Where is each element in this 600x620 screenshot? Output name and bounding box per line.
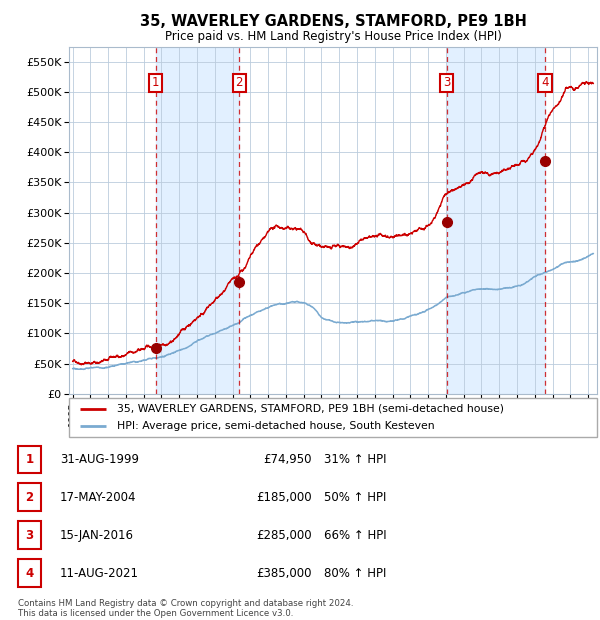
Text: 66% ↑ HPI: 66% ↑ HPI [324, 529, 386, 542]
Bar [155, 46, 239, 394]
Text: £285,000: £285,000 [256, 529, 312, 542]
Text: This data is licensed under the Open Government Licence v3.0.: This data is licensed under the Open Gov… [18, 609, 293, 618]
Text: 1: 1 [152, 76, 159, 89]
Text: Price paid vs. HM Land Registry's House Price Index (HPI): Price paid vs. HM Land Registry's House … [164, 30, 502, 43]
Text: 3: 3 [25, 529, 34, 542]
Text: 17-MAY-2004: 17-MAY-2004 [60, 490, 137, 503]
Text: 1: 1 [25, 453, 34, 466]
Text: 3: 3 [443, 76, 451, 89]
Text: £185,000: £185,000 [256, 490, 312, 503]
Text: 80% ↑ HPI: 80% ↑ HPI [324, 567, 386, 580]
Text: 31-AUG-1999: 31-AUG-1999 [60, 453, 139, 466]
Text: 35, WAVERLEY GARDENS, STAMFORD, PE9 1BH: 35, WAVERLEY GARDENS, STAMFORD, PE9 1BH [140, 14, 526, 29]
Text: £74,950: £74,950 [263, 453, 312, 466]
Text: 4: 4 [25, 567, 34, 580]
Text: 11-AUG-2021: 11-AUG-2021 [60, 567, 139, 580]
FancyBboxPatch shape [69, 398, 597, 437]
Text: HPI: Average price, semi-detached house, South Kesteven: HPI: Average price, semi-detached house,… [116, 421, 434, 431]
Bar [446, 46, 545, 394]
Text: £385,000: £385,000 [257, 567, 312, 580]
Text: 31% ↑ HPI: 31% ↑ HPI [324, 453, 386, 466]
Text: 4: 4 [541, 76, 549, 89]
Text: 35, WAVERLEY GARDENS, STAMFORD, PE9 1BH (semi-detached house): 35, WAVERLEY GARDENS, STAMFORD, PE9 1BH … [116, 404, 503, 414]
Text: 50% ↑ HPI: 50% ↑ HPI [324, 490, 386, 503]
Text: 2: 2 [25, 490, 34, 503]
Text: Contains HM Land Registry data © Crown copyright and database right 2024.: Contains HM Land Registry data © Crown c… [18, 599, 353, 608]
Text: 2: 2 [235, 76, 243, 89]
Text: 15-JAN-2016: 15-JAN-2016 [60, 529, 134, 542]
